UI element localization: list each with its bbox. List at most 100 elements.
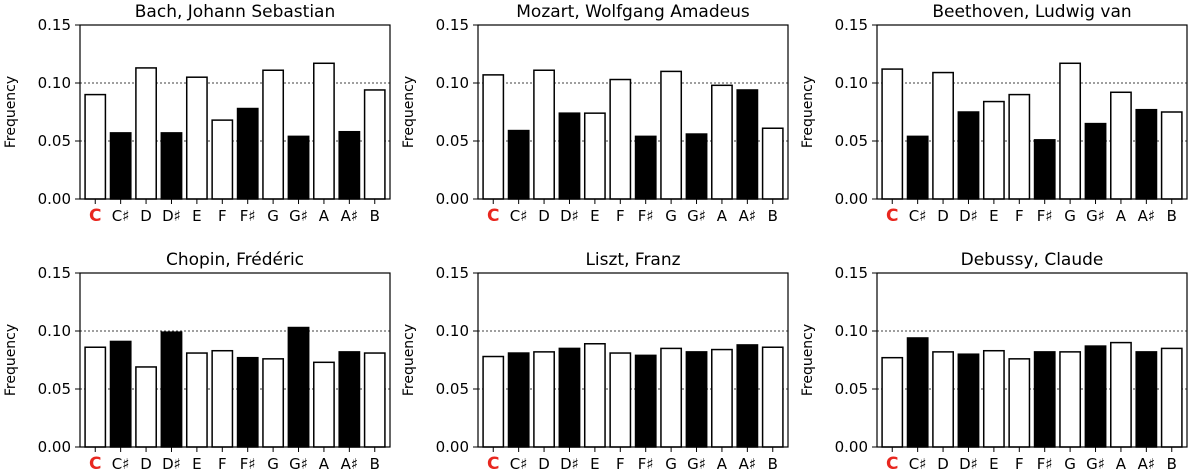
bar-C (881, 356, 904, 448)
y-axis-label: Frequency (401, 76, 417, 148)
x-tick-label: C (487, 206, 499, 226)
bar-F (1008, 358, 1031, 448)
bar-F-sharp (236, 356, 259, 448)
chart-title: Bach, Johann Sebastian (135, 2, 335, 22)
bar-D-sharp (957, 353, 980, 448)
bar-F-sharp (634, 354, 657, 448)
x-tick-label: A (319, 455, 330, 473)
y-tick-label: 0.15 (38, 16, 71, 34)
bar-A-sharp (338, 130, 361, 200)
x-tick-label: C♯ (112, 207, 130, 225)
bar-D (533, 69, 555, 200)
bar-D (533, 351, 555, 448)
x-tick-label: G♯ (289, 207, 308, 225)
bar-A-sharp (338, 351, 361, 448)
x-tick-label: F (1015, 207, 1024, 225)
x-tick-label: E (989, 455, 998, 473)
x-tick-label: C (89, 206, 101, 226)
x-tick-label: D♯ (560, 455, 579, 473)
x-tick-label: G♯ (289, 455, 308, 473)
axes-frame (477, 272, 789, 448)
bar-A (711, 84, 733, 200)
bar-A-sharp (1135, 351, 1158, 448)
bar-G-sharp (685, 133, 708, 200)
bar-F (1008, 93, 1031, 200)
x-tick-label: C♯ (510, 207, 528, 225)
x-tick-label: A (1116, 207, 1127, 225)
bar-F-sharp (1033, 139, 1056, 200)
x-tick-label: C♯ (510, 455, 528, 473)
x-tick-label: D♯ (959, 455, 978, 473)
x-tick-label: G (267, 455, 279, 473)
bar-C (482, 355, 505, 448)
bar-G (1059, 351, 1082, 448)
x-tick-label: G (1064, 207, 1076, 225)
x-tick-label: G (1064, 455, 1076, 473)
bar-C (881, 68, 904, 200)
bar-E (982, 100, 1005, 200)
x-tick-label: A♯ (739, 207, 757, 225)
y-tick-label: 0.00 (38, 190, 71, 208)
x-tick-label: C (89, 454, 101, 474)
y-tick-label: 0.15 (38, 264, 71, 282)
y-axis-label: Frequency (800, 324, 816, 396)
y-tick-label: 0.10 (436, 74, 469, 92)
chart-panel-2: Mozart, Wolfgang Amadeus C C♯ D D♯ E F F♯ G G♯ A A♯… (401, 2, 789, 226)
bar-B (363, 89, 386, 200)
x-tick-label: A♯ (739, 455, 757, 473)
x-tick-label: F♯ (1037, 455, 1053, 473)
y-tick-label: 0.10 (38, 74, 71, 92)
x-tick-label: D (937, 455, 949, 473)
x-tick-label: A (1116, 455, 1127, 473)
x-tick-label: G (665, 455, 677, 473)
bar-A (313, 361, 335, 448)
bar-D (135, 366, 157, 448)
x-tick-label: E (192, 455, 201, 473)
x-tick-label: C (886, 206, 898, 226)
y-axis-label: Frequency (800, 76, 816, 148)
bar-E (982, 349, 1005, 448)
axes-frame (79, 24, 391, 200)
x-tick-label: F (616, 455, 625, 473)
chart-title: Liszt, Franz (585, 250, 680, 270)
x-tick-label: D♯ (162, 207, 181, 225)
x-tick-label: C♯ (112, 455, 130, 473)
bar-G-sharp (287, 135, 310, 200)
x-tick-label: D (538, 455, 550, 473)
y-tick-label: 0.15 (835, 264, 868, 282)
bar-G-sharp (1084, 345, 1107, 448)
y-tick-label: 0.10 (436, 322, 469, 340)
bar-C (84, 93, 107, 200)
bar-D-sharp (558, 112, 581, 200)
x-tick-label: B (1167, 207, 1177, 225)
bar-E (583, 112, 606, 200)
y-tick-label: 0.05 (38, 132, 71, 150)
bar-E (583, 343, 606, 448)
x-tick-label: D♯ (162, 455, 181, 473)
bar-A (711, 348, 733, 448)
bar-G-sharp (1084, 122, 1107, 200)
x-tick-label: B (768, 207, 778, 225)
x-tick-label: A♯ (1138, 207, 1156, 225)
y-tick-label: 0.10 (835, 322, 868, 340)
bar-G (660, 70, 683, 200)
bar-B (1160, 111, 1183, 200)
bar-A (313, 62, 335, 200)
bar-D (932, 351, 954, 448)
bar-A-sharp (1135, 108, 1158, 200)
bar-C-sharp (507, 352, 530, 448)
x-tick-label: B (370, 207, 380, 225)
x-tick-label: G♯ (1086, 455, 1105, 473)
y-tick-label: 0.10 (38, 322, 71, 340)
chart-title: Beethoven, Ludwig van (932, 2, 1131, 22)
x-tick-label: E (590, 455, 599, 473)
bar-E (185, 352, 208, 448)
x-tick-label: D♯ (560, 207, 579, 225)
bar-B (761, 346, 784, 448)
y-tick-label: 0.05 (38, 380, 71, 398)
bar-A (1110, 91, 1132, 200)
x-tick-label: D (538, 207, 550, 225)
axes-frame (876, 272, 1188, 448)
y-tick-label: 0.05 (835, 380, 868, 398)
